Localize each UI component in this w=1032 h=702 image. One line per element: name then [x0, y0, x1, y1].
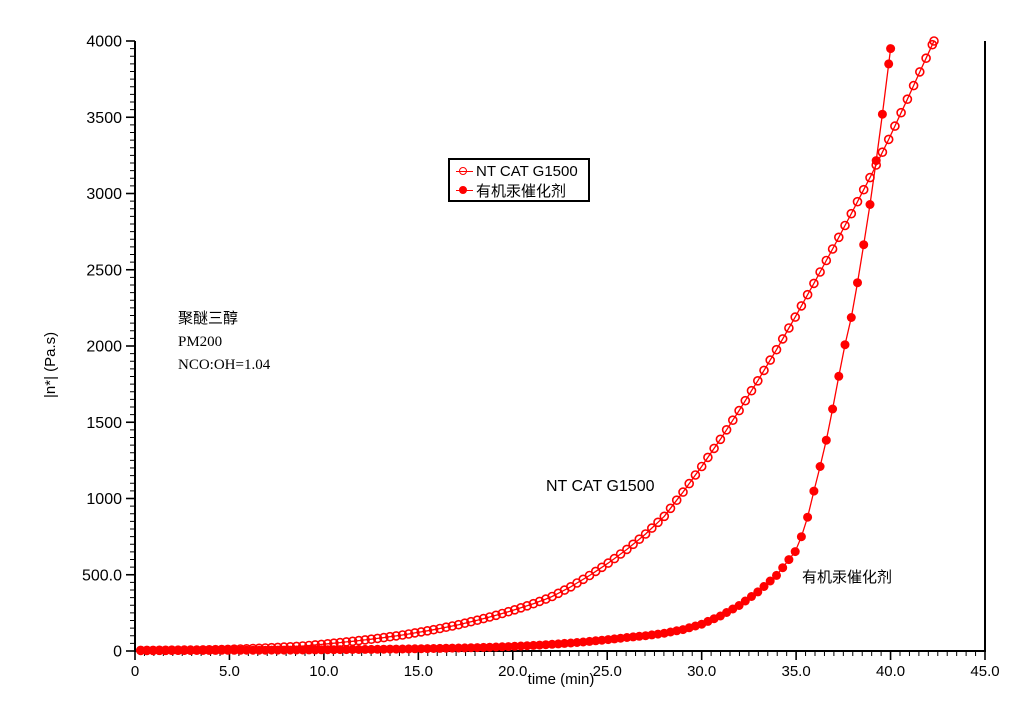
curve-label-nt-cat-g1500: NT CAT G1500: [546, 478, 655, 495]
legend-label-organic-mercury-catalyst: 有机汞催化剂: [476, 183, 567, 200]
x-tick-label: 5.0: [219, 663, 240, 680]
y-tick-label: 2500: [86, 262, 122, 279]
y-tick-label: 4000: [86, 34, 122, 51]
y-tick-label: 3500: [86, 110, 122, 127]
x-axis-ticks: 0 5.0 10.0 15.0 20.0 25.0 30.0 35.0 40.0 45.0: [131, 651, 1000, 680]
legend-item-organic-mercury-catalyst: 有机汞催化剂: [456, 181, 588, 200]
x-tick-label: 35.0: [782, 663, 811, 680]
annotation-line-2: PM200: [178, 334, 223, 350]
x-tick-label: 25.0: [593, 663, 622, 680]
x-tick-label: 40.0: [876, 663, 905, 680]
legend-label-nt-cat-g1500: NT CAT G1500: [476, 163, 578, 180]
y-axis-ticks: 0 500.0 1000 1500 2000 2500 3000 3500 4000: [82, 34, 135, 661]
y-tick-label: 1500: [86, 415, 122, 432]
x-tick-label: 15.0: [404, 663, 433, 680]
filled-circle-marker-icon: [456, 184, 476, 198]
x-tick-label: 0: [131, 663, 139, 680]
annotation-line-3: NCO:OH=1.04: [178, 357, 271, 373]
y-tick-label: 500.0: [82, 567, 122, 584]
x-tick-label: 20.0: [498, 663, 527, 680]
y-tick-label: 0: [113, 644, 122, 661]
legend-item-nt-cat-g1500: NT CAT G1500: [456, 162, 588, 181]
open-circle-marker-icon: [456, 165, 476, 179]
curve-label-organic-mercury-catalyst: 有机汞催化剂: [802, 570, 893, 586]
series-organic-mercury-catalyst: [136, 44, 896, 655]
y-tick-label: 2000: [86, 339, 122, 356]
x-tick-label: 45.0: [970, 663, 999, 680]
x-axis-title: time (min): [527, 671, 595, 688]
y-axis-title: |n*| (Pa.s): [42, 331, 59, 398]
x-tick-label: 30.0: [687, 663, 716, 680]
sample-annotation: 聚醚三醇 PM200 NCO:OH=1.04: [178, 308, 270, 377]
y-tick-label: 1000: [86, 491, 122, 508]
legend: NT CAT G1500 有机汞催化剂: [448, 158, 590, 202]
x-tick-label: 10.0: [309, 663, 338, 680]
annotation-line-1: 聚醚三醇: [178, 311, 239, 327]
y-tick-label: 3000: [86, 186, 122, 203]
